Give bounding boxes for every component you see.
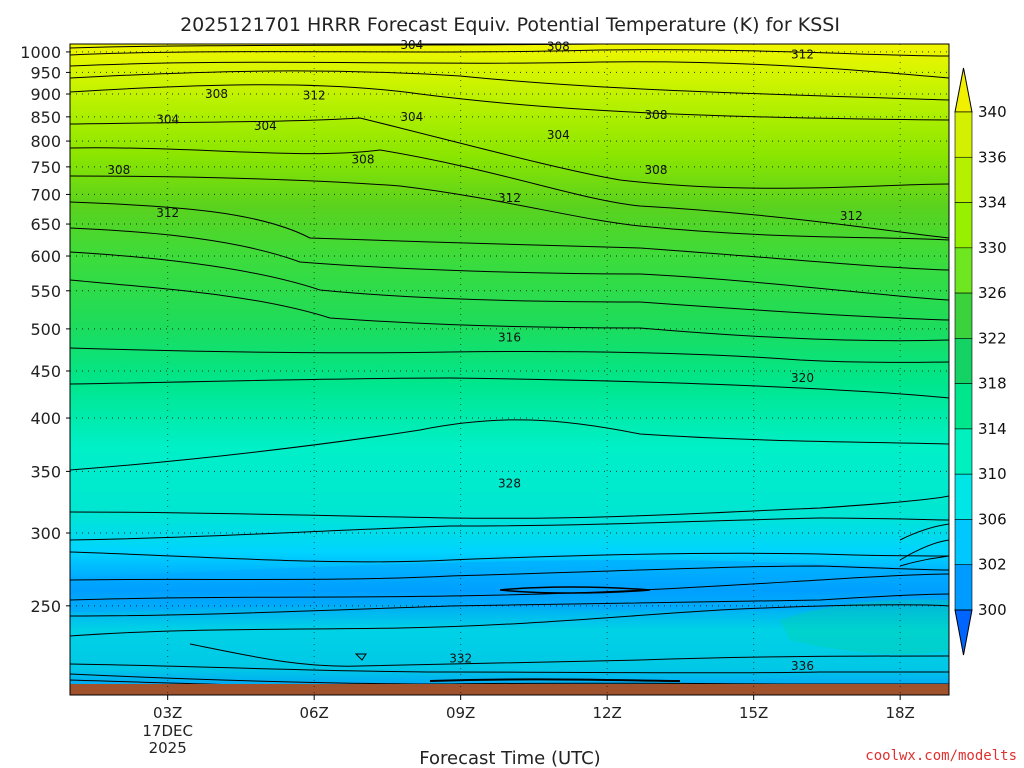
colorbar-label: 318 [978,375,1007,393]
x-tick-label: 06Z [299,704,328,722]
colorbar-label: 310 [978,465,1007,483]
contour-label: 328 [498,476,521,490]
contour-label: 304 [400,38,423,52]
contour-label: 308 [645,163,668,177]
colorbar-label: 302 [978,556,1007,574]
plot-frame [69,43,950,696]
colorbar-segment [954,338,973,384]
y-tick-label: 750 [30,158,61,177]
y-axis: 250 300 350 400 450 500 550 600 650 700 750 800 850 9… [20,43,70,616]
y-tick-label: 350 [30,462,61,481]
colorbar-label: 340 [978,103,1007,121]
contour-lines [70,44,949,689]
contour-label: 308 [547,40,570,54]
y-tick-label: 700 [30,185,61,204]
contour-label: 312 [791,48,814,62]
x-axis-label: Forecast Time (UTC) [419,748,600,768]
y-tick-label: 850 [30,108,61,127]
contour-label: 304 [254,119,277,133]
contour-label: 308 [352,153,375,167]
chart-title: 2025121701 HRRR Forecast Equiv. Potentia… [180,14,840,36]
colorbar-label: 334 [978,194,1007,212]
contour-label: 316 [498,330,521,344]
y-tick-label: 650 [30,215,61,234]
gridlines [70,44,949,695]
contour-label: 312 [303,89,326,103]
y-tick-label: 900 [30,85,61,104]
colorbar-segment [954,519,973,566]
colorbar-bottom-arrow [954,609,973,656]
low-level-blob [70,560,949,612]
upper-right-cool-blob [780,599,949,655]
colorbar-label: 300 [978,601,1007,619]
colorbar-segment [954,473,973,520]
y-tick-label: 300 [30,524,61,543]
ground [70,684,949,695]
y-tick-label: 250 [30,597,61,616]
colorbar-segment [954,247,973,294]
x-tick-label: 15Z [739,704,768,722]
x-tick-sublabel: 2025 [149,739,187,757]
x-tick-label: 12Z [592,704,621,722]
y-tick-label: 500 [30,320,61,339]
y-tick-label: 800 [30,132,61,151]
contour-label: 312 [156,206,179,220]
contour-label: 312 [498,191,521,205]
x-tick-label: 03Z [153,704,182,722]
y-tick-label: 950 [30,63,61,82]
y-tick-label: 600 [30,247,61,266]
colorbar-segment [954,156,973,203]
colorbar-segment [954,292,973,339]
colorbar-label: 326 [978,284,1007,302]
colorbar-label: 330 [978,239,1007,257]
colorbar-segment [954,202,973,249]
colorbar-segment [954,564,973,611]
colorbar-label: 336 [978,148,1007,166]
colorbar-segment [954,111,973,158]
contour-label: 320 [791,371,814,385]
colorbar-top-arrow [954,67,973,113]
colorbar-segment [954,428,973,475]
y-tick-label: 1000 [20,43,61,62]
colorbar: 340 336 334 330 326 322 318 314 310 306 302 300 [954,67,1007,656]
plot-area [70,44,949,695]
contour-labels: 332 336 328 320 316 312 312 312 308 308 308 304 304 3… [107,38,863,673]
contour-label: 304 [400,110,423,124]
contour-label: 308 [645,108,668,122]
contour-label: 336 [791,659,814,673]
colorbar-label: 314 [978,420,1007,438]
x-tick-sublabel: 17DEC [142,722,193,740]
contour-label: 308 [107,163,130,177]
contour-label: 332 [449,652,472,666]
colorbar-label: 306 [978,510,1007,528]
contour-label: 304 [156,113,179,127]
y-tick-label: 400 [30,409,61,428]
y-tick-label: 550 [30,282,61,301]
credit-text[interactable]: coolwx.com/modelts [865,748,1017,764]
contour-label: 308 [205,87,228,101]
contour-label: 312 [840,209,863,223]
y-tick-label: 450 [30,362,61,381]
x-tick-label: 09Z [446,704,475,722]
x-tick-label: 18Z [885,704,914,722]
colorbar-label: 322 [978,329,1007,347]
colorbar-segment [954,383,973,430]
contour-label: 304 [547,128,570,142]
